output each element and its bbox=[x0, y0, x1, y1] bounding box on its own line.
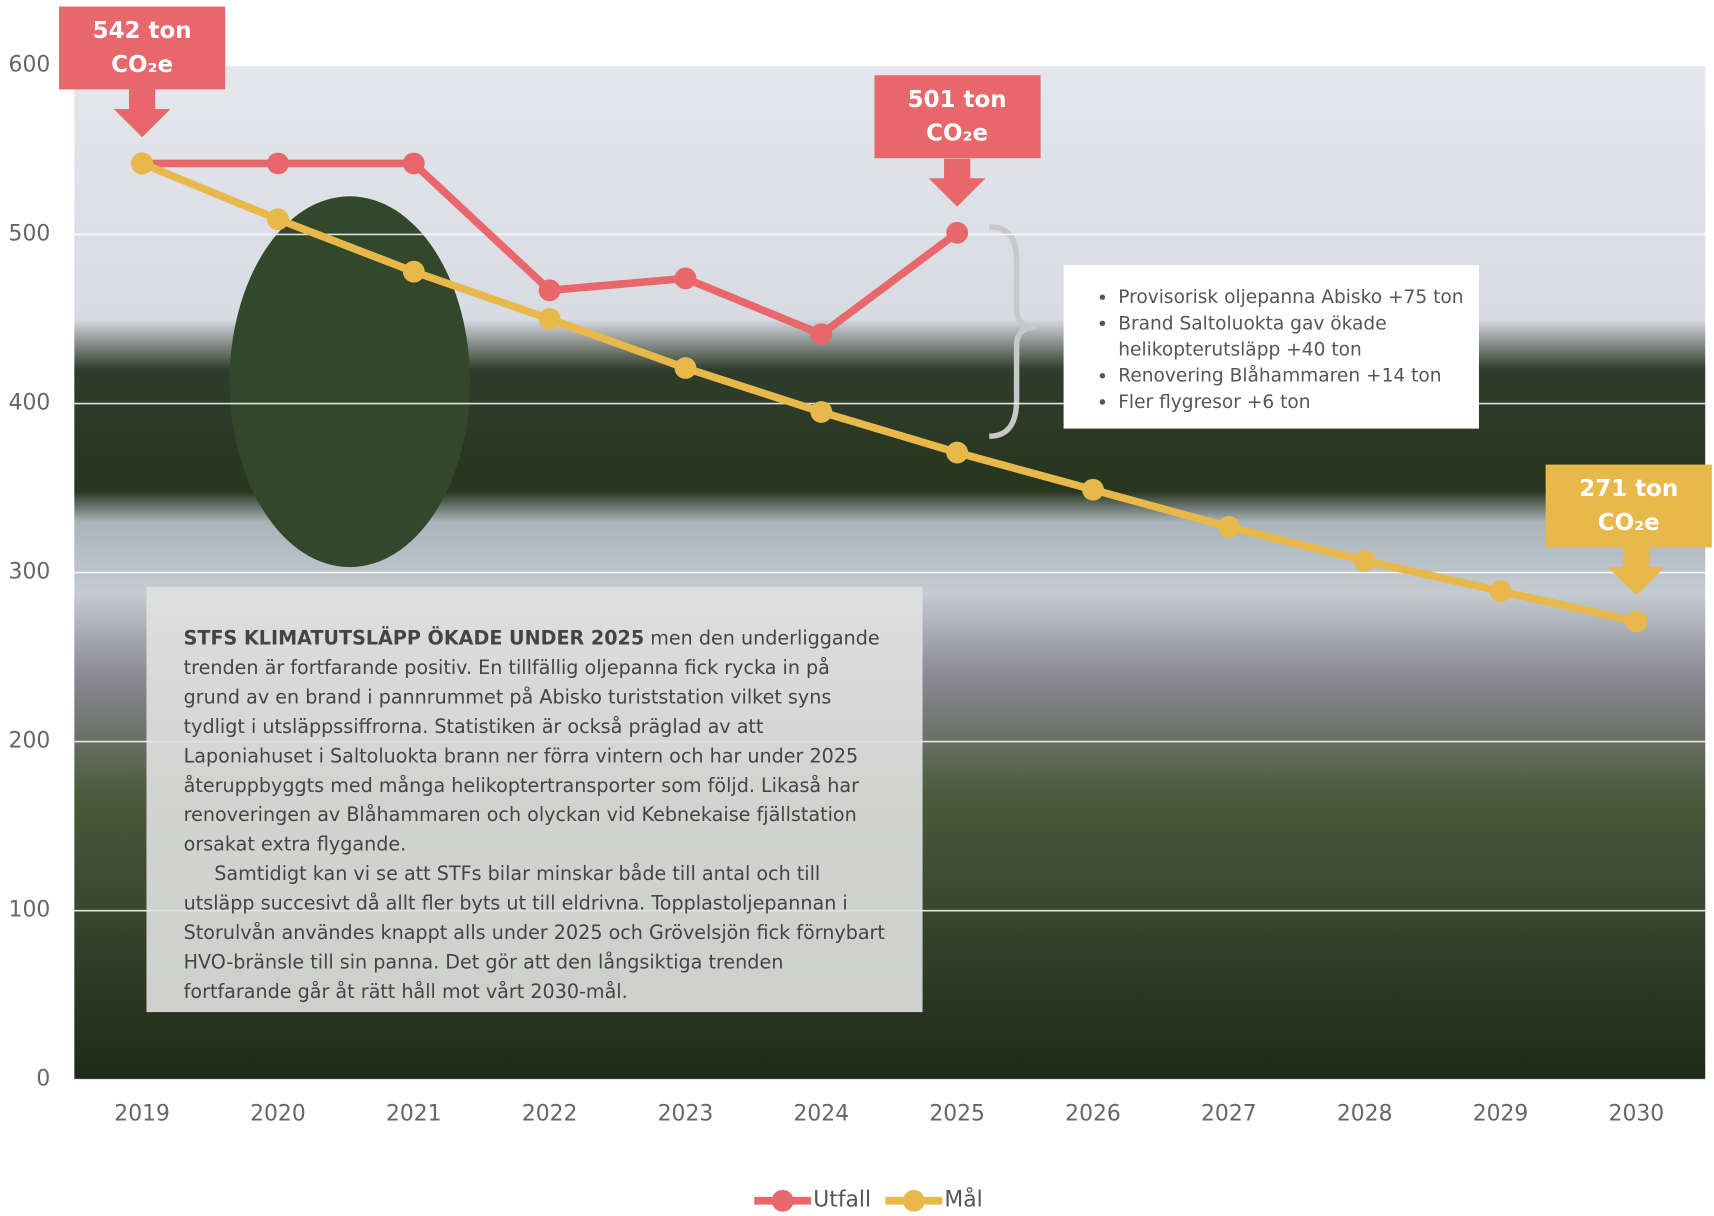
x-tick-label: 2025 bbox=[929, 1102, 985, 1127]
x-tick-label: 2019 bbox=[114, 1102, 170, 1127]
x-tick-label: 2027 bbox=[1201, 1102, 1257, 1127]
x-tick-label: 2030 bbox=[1609, 1102, 1665, 1127]
point bbox=[674, 267, 697, 290]
callout: 271 ton CO₂e bbox=[1545, 464, 1712, 548]
callout-label: 271 ton bbox=[1579, 475, 1679, 502]
y-tick-label: 400 bbox=[9, 391, 51, 416]
point bbox=[1082, 478, 1104, 501]
point bbox=[810, 401, 833, 423]
callout-arrow bbox=[113, 89, 171, 138]
point bbox=[1625, 610, 1648, 633]
y-tick-label: 500 bbox=[9, 221, 51, 246]
callout-arrow bbox=[1607, 547, 1665, 596]
callout-unit: CO₂e bbox=[926, 120, 989, 147]
x-tick-label: 2024 bbox=[794, 1102, 850, 1127]
x-tick-label: 2029 bbox=[1473, 1102, 1529, 1127]
point bbox=[946, 441, 969, 464]
point bbox=[402, 152, 425, 175]
y-tick-label: 600 bbox=[9, 52, 51, 77]
point bbox=[674, 357, 697, 379]
x-tick-label: 2021 bbox=[386, 1102, 442, 1127]
paragraph: Samtidigt kan vi se att STFs bilar minsk… bbox=[183, 863, 885, 1004]
x-tick-label: 2028 bbox=[1337, 1102, 1393, 1127]
legend-label: Utfall bbox=[813, 1188, 871, 1213]
x-tick-label: 2026 bbox=[1065, 1102, 1121, 1127]
point bbox=[267, 152, 289, 175]
point bbox=[538, 308, 561, 330]
y-tick-label: 300 bbox=[9, 560, 51, 585]
callout-label: 501 ton bbox=[907, 86, 1007, 113]
callout-arrow bbox=[928, 158, 986, 207]
point bbox=[1489, 580, 1512, 603]
callout-unit: CO₂e bbox=[1597, 509, 1660, 536]
bullet-box: Provisorisk oljepanna Abisko +75 tonBran… bbox=[1063, 265, 1479, 429]
series-line bbox=[140, 159, 1638, 626]
bullet: Fler flygresor +6 ton bbox=[1118, 389, 1468, 415]
callout-label: 542 ton bbox=[92, 17, 192, 44]
point bbox=[538, 279, 561, 302]
bullet: Renovering Blåhammaren +14 ton bbox=[1118, 363, 1468, 389]
x-tick-label: 2020 bbox=[250, 1102, 306, 1127]
point bbox=[1217, 516, 1240, 538]
text-box: STFS KLIMATUTSLÄPP ÖKADE UNDER 2025 men … bbox=[146, 586, 923, 1013]
x-tick-label: 2022 bbox=[522, 1102, 578, 1127]
callout: 501 ton CO₂e bbox=[874, 75, 1041, 159]
point bbox=[267, 208, 289, 231]
point bbox=[131, 152, 154, 175]
point bbox=[402, 260, 425, 283]
bullet: Brand Saltoluokta gav ökade helikopterut… bbox=[1118, 311, 1468, 363]
bullet: Provisorisk oljepanna Abisko +75 ton bbox=[1118, 285, 1468, 311]
legend-marker bbox=[902, 1189, 925, 1212]
point bbox=[1353, 549, 1376, 572]
legend-marker bbox=[771, 1189, 794, 1212]
callout: 542 ton CO₂e bbox=[59, 6, 226, 90]
legend-label: Mål bbox=[944, 1187, 982, 1213]
x-tick-label: 2023 bbox=[658, 1102, 714, 1127]
tree bbox=[229, 196, 471, 568]
point bbox=[946, 221, 969, 244]
y-tick-label: 200 bbox=[9, 729, 51, 754]
paragraph: men den underliggande trenden är fortfar… bbox=[183, 628, 880, 857]
point bbox=[810, 323, 833, 346]
lead: STFS KLIMATUTSLÄPP ÖKADE UNDER 2025 bbox=[183, 628, 645, 650]
y-tick-label: 0 bbox=[36, 1067, 50, 1092]
y-tick-label: 100 bbox=[9, 898, 51, 923]
callout-unit: CO₂e bbox=[111, 51, 174, 78]
